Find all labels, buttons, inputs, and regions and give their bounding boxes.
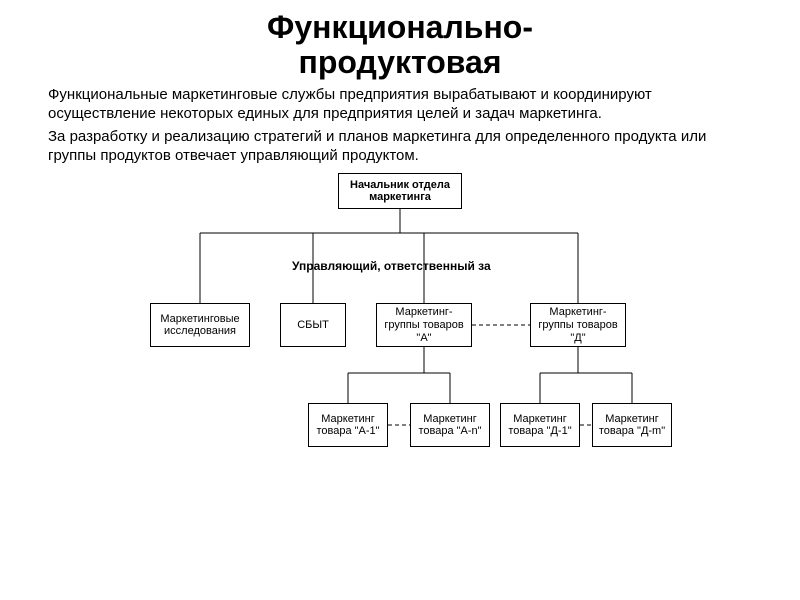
node-a1-label: Маркетинг товара "А-1" <box>313 413 383 438</box>
node-d1-label: Маркетинг товара "Д-1" <box>505 413 575 438</box>
title-line-1: Функционально- <box>267 9 533 45</box>
node-sales-label: СБЫТ <box>297 319 329 332</box>
node-sales: СБЫТ <box>280 303 346 347</box>
node-research: Маркетинговые исследования <box>150 303 250 347</box>
node-root-label: Начальник отдела маркетинга <box>343 179 457 204</box>
manager-label: Управляющий, ответственный за <box>292 259 491 273</box>
node-an-label: Маркетинг товара "A-n" <box>415 413 485 438</box>
node-research-label: Маркетинговые исследования <box>155 313 245 338</box>
node-d1: Маркетинг товара "Д-1" <box>500 403 580 447</box>
node-group-a-label: Маркетинг-группы товаров "А" <box>381 306 467 344</box>
manager-label-text: Управляющий, ответственный за <box>292 259 491 273</box>
node-group-d-label: Маркетинг-группы товаров "Д" <box>535 306 621 344</box>
node-dm: Маркетинг товара "Д-m" <box>592 403 672 447</box>
node-an: Маркетинг товара "A-n" <box>410 403 490 447</box>
node-dm-label: Маркетинг товара "Д-m" <box>597 413 667 438</box>
title-line-2: продуктовая <box>298 44 501 80</box>
node-a1: Маркетинг товара "А-1" <box>308 403 388 447</box>
paragraph-1: Функциональные маркетинговые службы пред… <box>0 86 800 124</box>
node-group-d: Маркетинг-группы товаров "Д" <box>530 303 626 347</box>
org-chart: Начальник отдела маркетинга Управляющий,… <box>120 173 680 503</box>
paragraph-2: За разработку и реализацию стратегий и п… <box>0 128 800 166</box>
slide-title: Функционально- продуктовая <box>0 0 800 86</box>
node-group-a: Маркетинг-группы товаров "А" <box>376 303 472 347</box>
node-root: Начальник отдела маркетинга <box>338 173 462 209</box>
